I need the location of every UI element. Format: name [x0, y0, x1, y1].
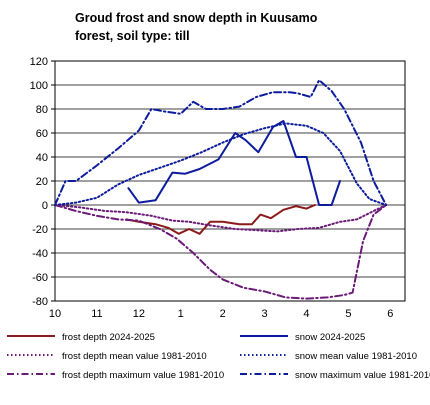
- y-tick-label: -20: [32, 224, 48, 236]
- y-tick-label: 80: [36, 104, 48, 116]
- y-tick-label: 60: [36, 128, 48, 140]
- series-line-5: [54, 79, 388, 206]
- y-tick-label: 100: [30, 80, 48, 92]
- legend-label-4: frost depth maximum value 1981-2010: [62, 370, 224, 381]
- legend-label-5: snow maximum value 1981-2010: [295, 370, 430, 381]
- x-tick-label: 3: [262, 308, 268, 320]
- chart-title-line-1: Groud frost and snow depth in Kuusamo: [75, 11, 318, 25]
- grid-layer: [54, 60, 406, 302]
- x-tick-label: 5: [345, 308, 351, 320]
- legend: frost depth 2024-2025 snow 2024-2025 frost…: [7, 332, 430, 381]
- legend-label-3: snow mean value 1981-2010: [295, 351, 417, 362]
- series-layer: [54, 79, 388, 300]
- y-tick-label: -60: [32, 272, 48, 284]
- x-tick-label: 4: [303, 308, 309, 320]
- legend-label-1: snow 2024-2025: [295, 332, 365, 343]
- y-tick-label: -80: [32, 296, 48, 308]
- legend-label-2: frost depth mean value 1981-2010: [62, 351, 207, 362]
- chart-title-line-2: forest, soil type: till: [75, 29, 190, 43]
- x-tick-label: 10: [49, 308, 61, 320]
- y-tick-label: 20: [36, 176, 48, 188]
- x-tick-label: 11: [91, 308, 102, 320]
- y-tick-label: 120: [30, 56, 48, 68]
- x-tick-label: 2: [220, 308, 226, 320]
- y-tick-label: 0: [42, 200, 48, 212]
- series-line-3: [54, 122, 388, 206]
- x-tick-label: 1: [178, 308, 184, 320]
- series-line-1: [127, 120, 341, 206]
- y-tick-label: 40: [36, 152, 48, 164]
- x-tick-label: 12: [133, 308, 145, 320]
- legend-label-0: frost depth 2024-2025: [62, 332, 155, 343]
- series-line-2: [54, 204, 388, 233]
- series-line-4: [54, 204, 388, 300]
- series-line-0: [125, 204, 316, 235]
- y-tick-label: -40: [32, 248, 48, 260]
- x-tick-label: 6: [387, 308, 393, 320]
